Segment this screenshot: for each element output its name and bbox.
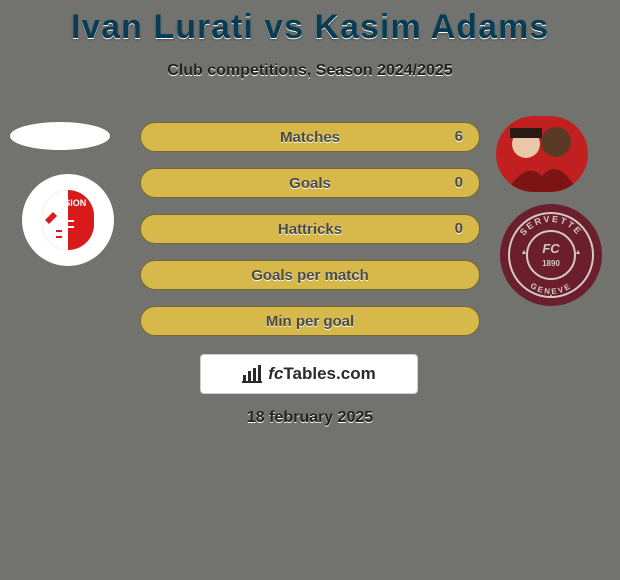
stat-row-matches: Matches 6 bbox=[140, 122, 480, 152]
player-left-avatar bbox=[10, 122, 110, 150]
page-title: Ivan Lurati vs Kasim Adams bbox=[0, 8, 620, 47]
svg-text:1890: 1890 bbox=[542, 259, 560, 268]
brand-main: Tables bbox=[283, 364, 336, 383]
stat-label: Matches bbox=[280, 129, 340, 146]
stat-label: Goals per match bbox=[251, 267, 369, 284]
player-right-avatar bbox=[496, 116, 588, 192]
brand-text: fcTables.com bbox=[268, 364, 375, 384]
stat-value: 6 bbox=[455, 123, 463, 151]
stat-row-goals: Goals 0 bbox=[140, 168, 480, 198]
stat-value: 0 bbox=[455, 215, 463, 243]
stat-row-min-per-goal: Min per goal bbox=[140, 306, 480, 336]
servette-icon: SERVETTE GENEVE FC 1890 bbox=[500, 204, 602, 306]
stat-row-hattricks: Hattricks 0 bbox=[140, 214, 480, 244]
fc-sion-icon: FC SION bbox=[40, 188, 96, 252]
date-line: 18 february 2025 bbox=[0, 409, 620, 427]
stat-label: Goals bbox=[289, 175, 331, 192]
brand-prefix: fc bbox=[268, 364, 283, 383]
source-badge: fcTables.com bbox=[200, 354, 418, 394]
bar-chart-icon bbox=[242, 365, 264, 383]
stat-value: 0 bbox=[455, 169, 463, 197]
season-subtitle: Club competitions, Season 2024/2025 bbox=[0, 62, 620, 80]
stat-label: Min per goal bbox=[266, 313, 354, 330]
svg-text:FC SION: FC SION bbox=[50, 198, 87, 208]
stats-list: Matches 6 Goals 0 Hattricks 0 Goals per … bbox=[140, 122, 480, 352]
comparison-card: Ivan Lurati vs Kasim Adams Club competit… bbox=[0, 0, 620, 580]
club-left-badge: FC SION bbox=[22, 174, 114, 266]
stat-label: Hattricks bbox=[278, 221, 342, 238]
players-photo-icon bbox=[496, 116, 588, 192]
brand-suffix: .com bbox=[336, 364, 376, 383]
svg-text:FC: FC bbox=[542, 241, 560, 256]
stat-row-goals-per-match: Goals per match bbox=[140, 260, 480, 290]
club-right-badge: SERVETTE GENEVE FC 1890 bbox=[500, 204, 602, 306]
